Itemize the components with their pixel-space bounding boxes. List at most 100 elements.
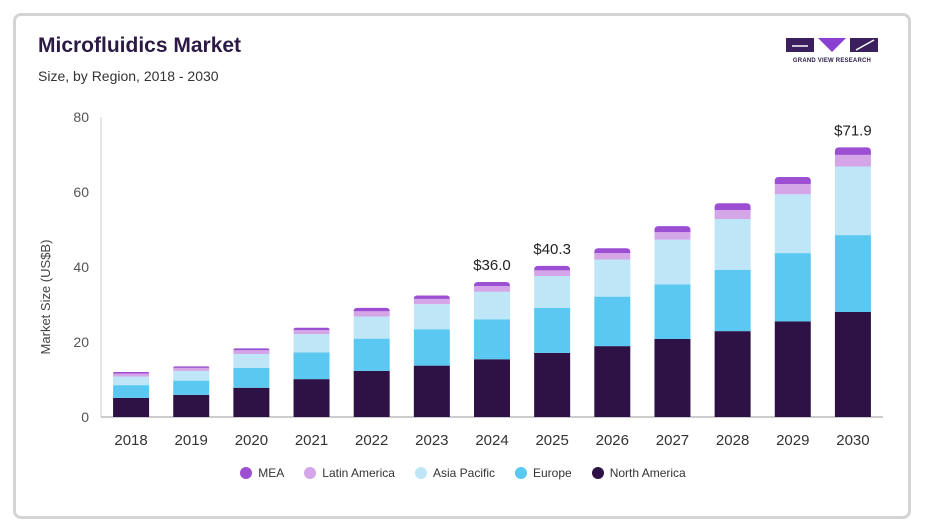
bar-segment-europe bbox=[173, 380, 210, 395]
bar-segment-europe bbox=[774, 253, 811, 322]
legend-label: Europe bbox=[533, 466, 572, 480]
bar-segment-asia-pacific bbox=[774, 194, 811, 254]
bar-total-label: $36.0 bbox=[473, 257, 511, 274]
bar-segment-europe bbox=[233, 367, 270, 388]
x-tick-label: 2019 bbox=[175, 432, 208, 449]
y-tick-label: 40 bbox=[73, 259, 89, 275]
bar-segment-asia-pacific bbox=[474, 291, 510, 320]
bar-segment-latin-america bbox=[654, 232, 691, 240]
x-tick-label: 2025 bbox=[535, 432, 568, 449]
legend-label: MEA bbox=[258, 466, 285, 480]
bar-segment-asia-pacific bbox=[413, 304, 450, 330]
bar-segment-north-america bbox=[113, 397, 150, 417]
chart-subtitle: Size, by Region, 2018 - 2030 bbox=[38, 68, 219, 84]
legend-swatch-icon bbox=[240, 467, 253, 479]
bar-segment-mea bbox=[774, 177, 811, 185]
legend-swatch-icon bbox=[591, 467, 604, 479]
bar-segment-mea bbox=[594, 248, 631, 254]
x-tick-label: 2029 bbox=[776, 432, 809, 449]
bar-segment-north-america bbox=[173, 394, 210, 417]
bar-segment-europe bbox=[714, 270, 751, 332]
bar-segment-mea bbox=[714, 203, 751, 210]
bar-segment-europe bbox=[474, 319, 510, 360]
legend-label: Latin America bbox=[322, 466, 395, 480]
grand-view-research-logo: GRAND VIEW RESEARCH bbox=[782, 36, 882, 72]
legend-label: North America bbox=[609, 466, 686, 480]
bar-segment-europe bbox=[834, 235, 871, 312]
bar-segment-latin-america bbox=[834, 154, 871, 167]
chart-legend: MEA Latin America Asia Pacific Europe North … bbox=[0, 466, 926, 480]
bar-segment-north-america bbox=[293, 379, 330, 417]
bar-segment-north-america bbox=[594, 346, 631, 417]
bar-segment-europe bbox=[413, 329, 450, 366]
x-tick-label: 2030 bbox=[836, 432, 869, 449]
y-axis-label: Market Size (US$B) bbox=[38, 240, 53, 355]
bar-segment-asia-pacific bbox=[113, 376, 150, 386]
bar-segment-latin-america bbox=[474, 286, 510, 292]
bar-segment-asia-pacific bbox=[293, 334, 330, 353]
bar-segment-latin-america bbox=[353, 311, 390, 317]
x-tick-label: 2028 bbox=[716, 432, 749, 449]
x-tick-label: 2024 bbox=[475, 432, 508, 449]
bar-segment-latin-america bbox=[594, 253, 631, 260]
bar-segment-latin-america bbox=[113, 373, 150, 377]
x-tick-label: 2026 bbox=[596, 432, 629, 449]
bar-segment-mea bbox=[534, 265, 571, 271]
bar-segment-mea bbox=[654, 226, 691, 233]
bar-segment-asia-pacific bbox=[353, 316, 390, 339]
bar-segment-north-america bbox=[474, 359, 510, 417]
legend-item: Asia Pacific bbox=[414, 466, 495, 480]
legend-swatch-icon bbox=[515, 467, 527, 479]
bar-segment-asia-pacific bbox=[233, 354, 270, 368]
bar-total-label: $71.9 bbox=[834, 122, 872, 139]
legend-swatch-icon bbox=[304, 467, 317, 479]
bar-segment-north-america bbox=[413, 365, 450, 417]
stacked-bar-chart: 0 20 40 60 80 Market Size (US$B) 2018 2019 2020 2… bbox=[38, 109, 883, 449]
x-tick-label: 2022 bbox=[355, 432, 388, 449]
bar-segment-europe bbox=[353, 338, 390, 371]
bar-segment-latin-america bbox=[233, 350, 270, 354]
bar-segment-north-america bbox=[714, 331, 751, 417]
bar-segment-mea bbox=[353, 307, 390, 312]
legend-item: North America bbox=[591, 466, 686, 480]
x-tick-label: 2027 bbox=[656, 432, 689, 449]
bar-segment-mea bbox=[474, 282, 510, 287]
bar-segment-north-america bbox=[233, 387, 270, 417]
bar-segment-mea bbox=[113, 372, 150, 374]
bar-segment-asia-pacific bbox=[173, 370, 210, 381]
bar-segment-europe bbox=[534, 307, 571, 353]
bar-segment-north-america bbox=[774, 321, 811, 417]
bar-segment-mea bbox=[834, 147, 871, 155]
bar-segment-mea bbox=[413, 295, 450, 299]
bar-segment-europe bbox=[113, 385, 150, 398]
x-tick-label: 2018 bbox=[114, 432, 147, 449]
bar-segment-north-america bbox=[353, 370, 390, 417]
y-tick-label: 60 bbox=[73, 184, 89, 200]
bar-segment-asia-pacific bbox=[714, 219, 751, 270]
x-tick-label: 2020 bbox=[235, 432, 268, 449]
x-tick-label: 2021 bbox=[295, 432, 328, 449]
legend-item: Latin America bbox=[304, 466, 395, 480]
bar-segment-mea bbox=[233, 348, 270, 351]
x-tick-label: 2023 bbox=[415, 432, 448, 449]
bar-segment-mea bbox=[293, 327, 330, 330]
chart-card bbox=[13, 13, 911, 519]
y-tick-label: 20 bbox=[73, 334, 89, 350]
bar-segment-latin-america bbox=[714, 210, 751, 219]
bar-segment-asia-pacific bbox=[834, 166, 871, 236]
legend-item: MEA bbox=[240, 466, 284, 480]
bar-segment-latin-america bbox=[774, 184, 811, 195]
bar-segment-north-america bbox=[534, 352, 571, 417]
bar-segment-latin-america bbox=[413, 298, 450, 305]
logo-mark-icon bbox=[786, 38, 878, 52]
bar-segment-europe bbox=[293, 352, 330, 380]
bar-segment-latin-america bbox=[173, 367, 210, 371]
legend-swatch-icon bbox=[414, 467, 427, 479]
bar-segment-asia-pacific bbox=[594, 259, 631, 297]
bar-segment-north-america bbox=[834, 312, 871, 417]
bar-total-label: $40.3 bbox=[533, 241, 571, 258]
bar-segment-mea bbox=[173, 366, 210, 368]
bar-segment-europe bbox=[654, 284, 691, 339]
chart-title: Microfluidics Market bbox=[38, 34, 242, 57]
y-tick-label: 80 bbox=[73, 109, 89, 125]
